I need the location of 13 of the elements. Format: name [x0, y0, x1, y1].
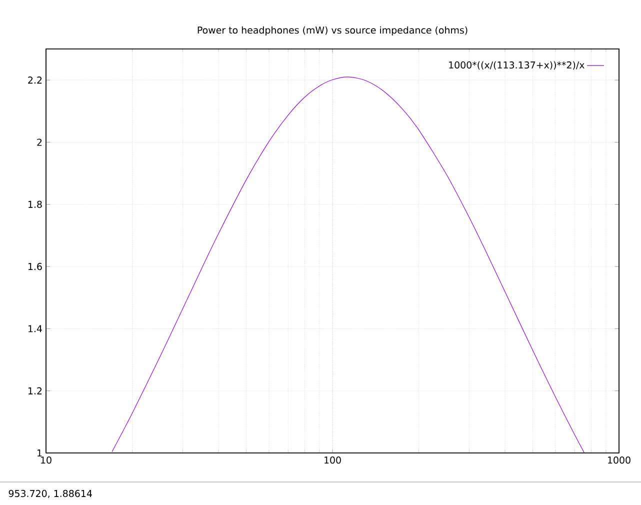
- y-tick-label: 1.6: [28, 262, 42, 270]
- y-tick-label: 2: [37, 138, 42, 146]
- y-tick-label: 2.2: [28, 76, 42, 84]
- x-tick-label: 100: [324, 456, 341, 464]
- x-tick-label: 1000: [608, 456, 630, 464]
- y-tick-label: 1.2: [28, 387, 42, 394]
- x-tick-label: 10: [41, 456, 52, 464]
- text: 953.720, 1.88614: [8, 490, 92, 498]
- y-tick-label: 1.8: [28, 200, 42, 208]
- chart-title: Power to headphones (mW) vs source impedance (ohms): [198, 26, 468, 36]
- legend-label: 1000*((x/(113.137+x))**2)/x: [449, 61, 584, 70]
- y-tick-label: 1.4: [28, 325, 42, 332]
- y-tick-label: 1: [38, 450, 42, 456]
